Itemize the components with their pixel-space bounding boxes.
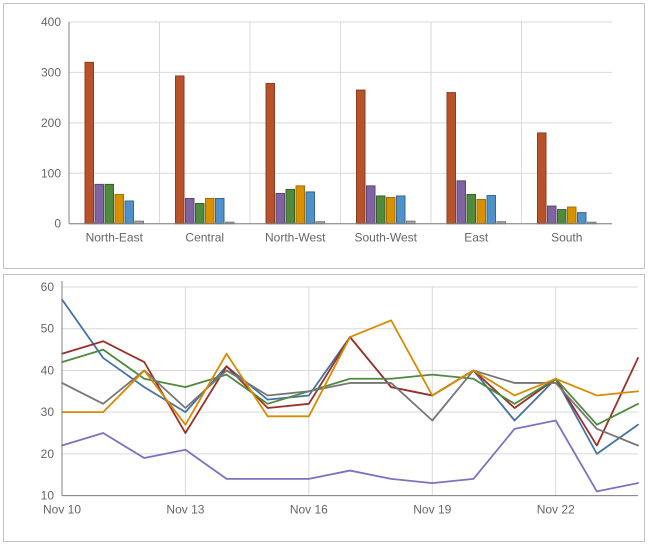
- svg-text:Nov 22: Nov 22: [537, 503, 575, 517]
- svg-text:0: 0: [54, 217, 61, 231]
- svg-text:400: 400: [41, 15, 61, 29]
- svg-text:South-West: South-West: [355, 231, 418, 245]
- svg-text:Nov 10: Nov 10: [43, 503, 81, 517]
- svg-text:20: 20: [41, 447, 55, 461]
- svg-text:Nov 16: Nov 16: [290, 503, 328, 517]
- svg-text:East: East: [464, 231, 489, 245]
- svg-text:50: 50: [41, 322, 55, 336]
- svg-text:10: 10: [41, 489, 55, 503]
- svg-text:60: 60: [41, 280, 55, 294]
- svg-text:30: 30: [41, 405, 55, 419]
- svg-text:300: 300: [41, 65, 61, 79]
- svg-text:Nov 19: Nov 19: [413, 503, 451, 517]
- svg-text:100: 100: [41, 166, 61, 180]
- svg-text:South: South: [551, 231, 582, 245]
- svg-text:Central: Central: [185, 231, 224, 245]
- svg-text:North-East: North-East: [86, 231, 144, 245]
- svg-text:Nov 13: Nov 13: [166, 503, 204, 517]
- svg-text:200: 200: [41, 116, 61, 130]
- svg-text:40: 40: [41, 363, 55, 377]
- svg-text:North-West: North-West: [265, 231, 326, 245]
